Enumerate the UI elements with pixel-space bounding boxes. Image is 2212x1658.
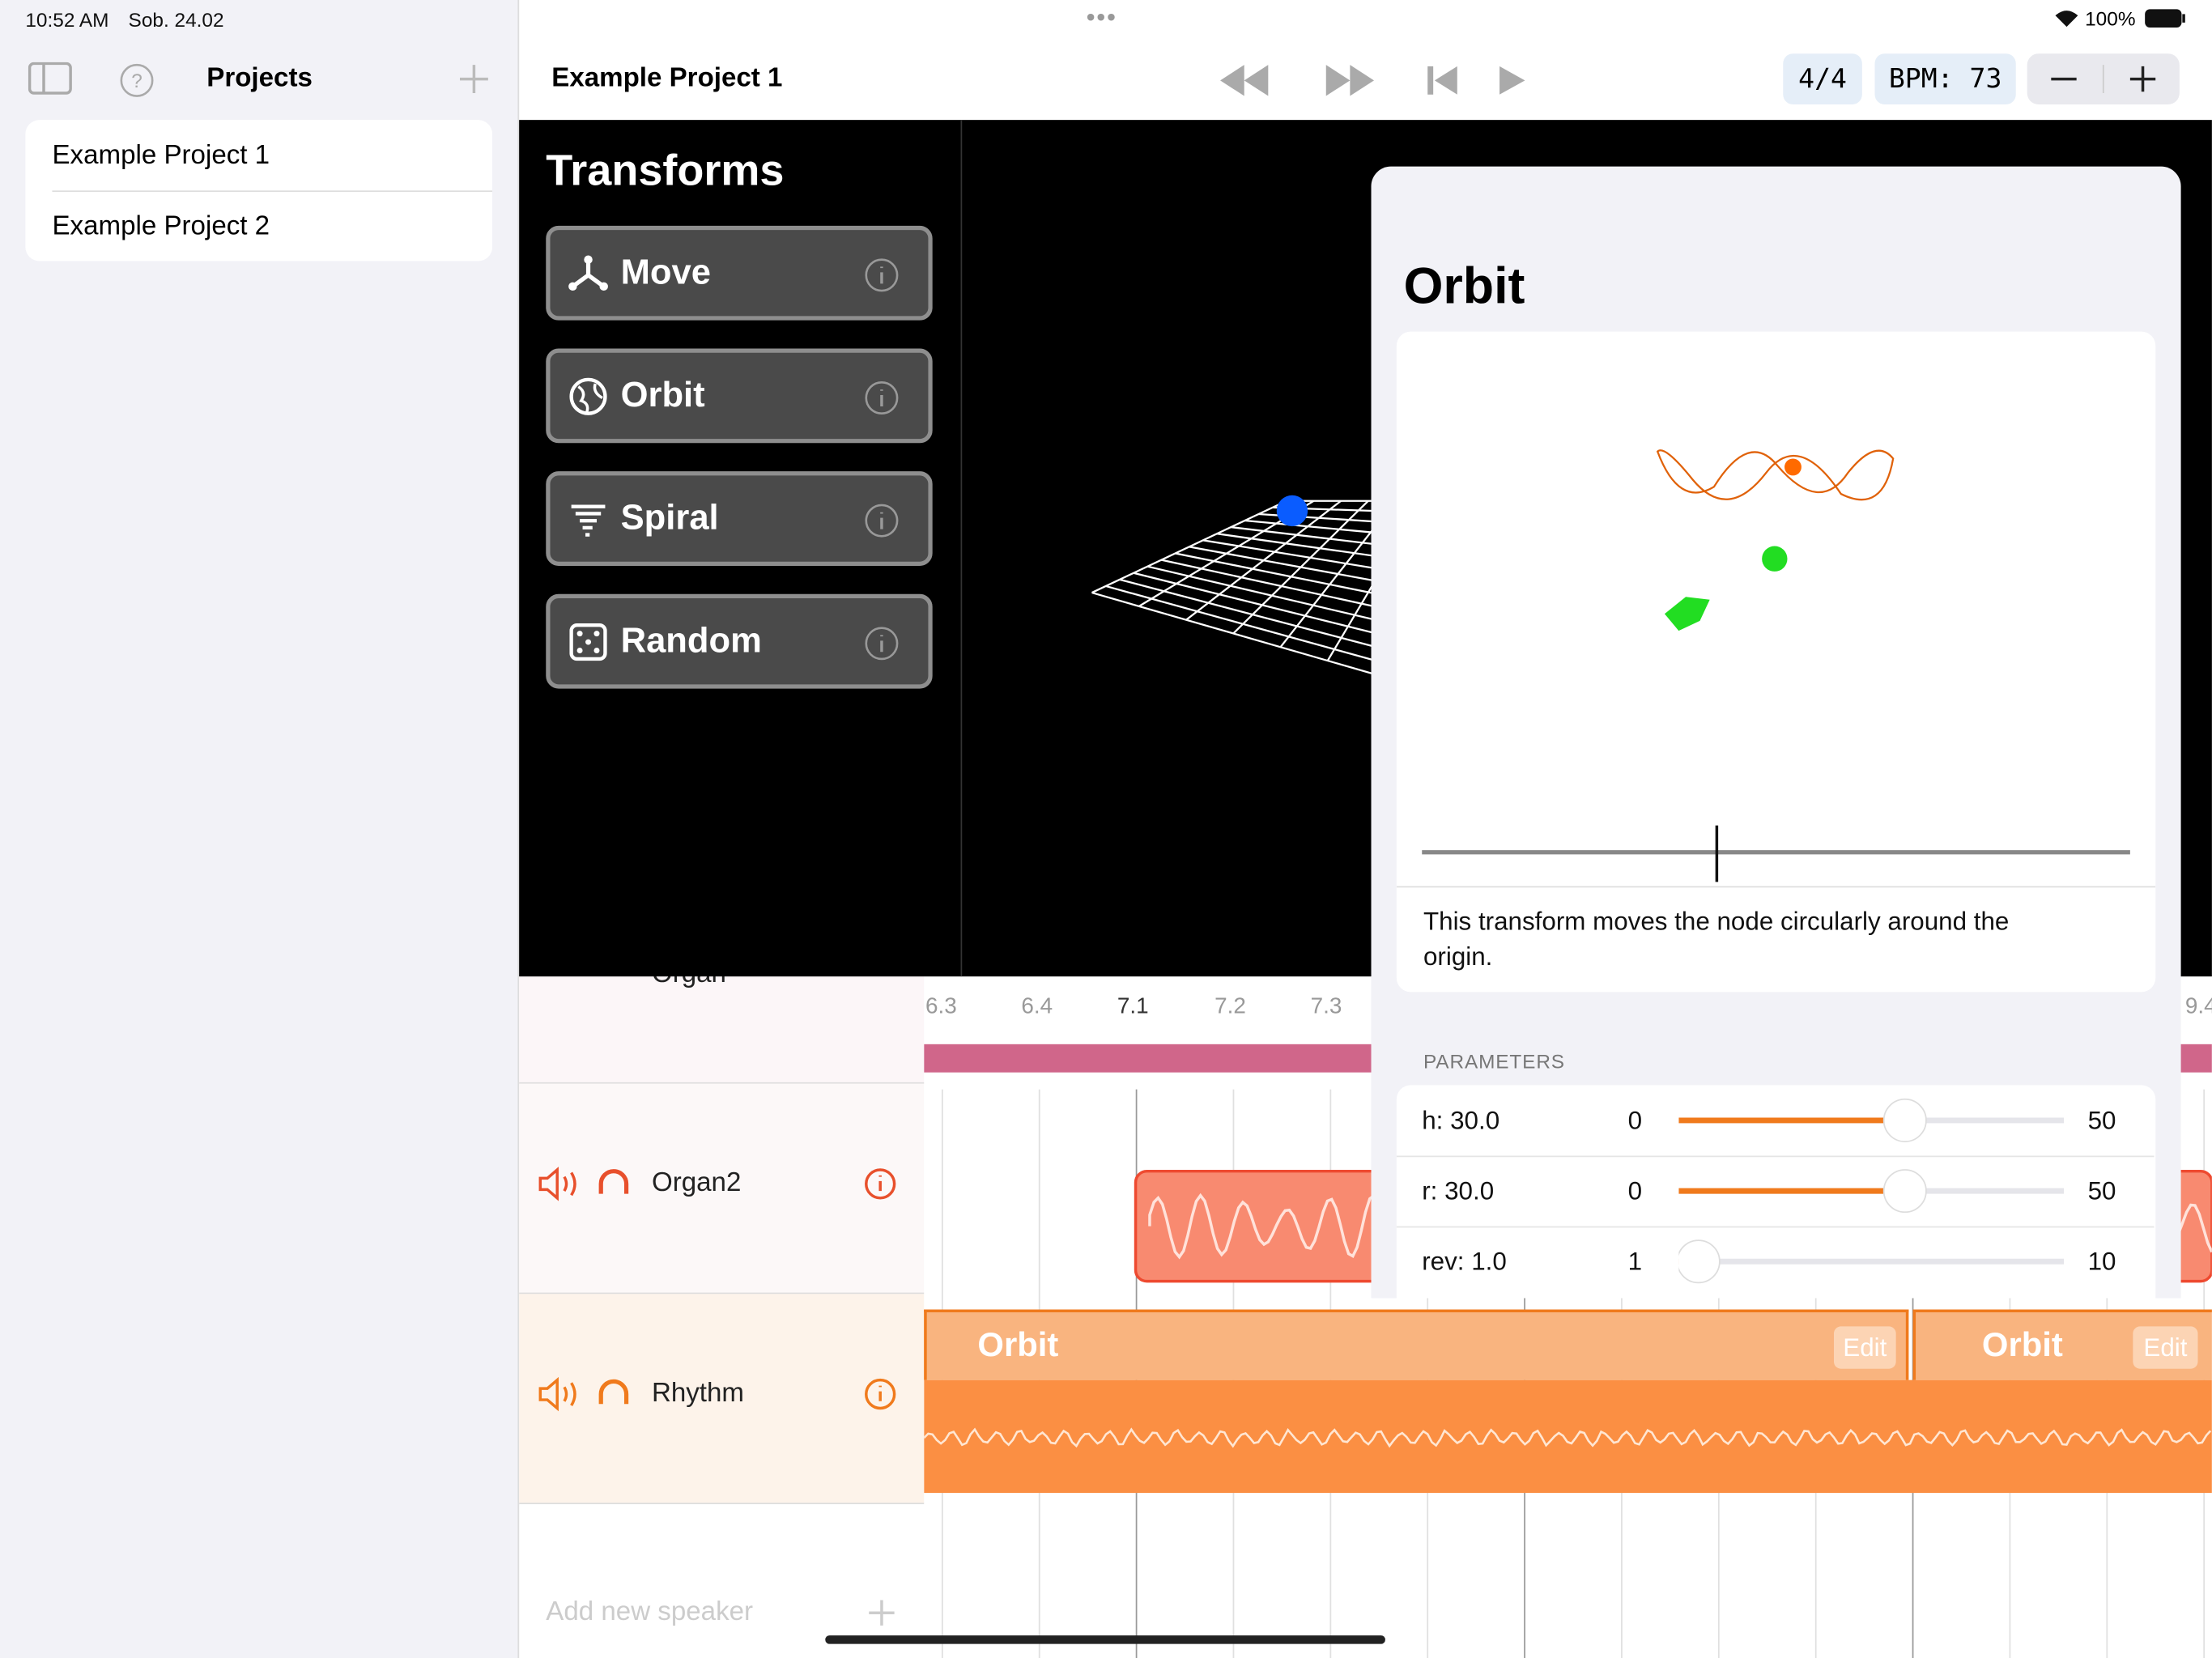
track-name: Rhythm xyxy=(651,1378,745,1409)
project-title: Example Project 1 xyxy=(551,63,783,94)
slider-max: 10 xyxy=(2087,1247,2116,1276)
slider-min: 0 xyxy=(1627,1106,1643,1135)
track-row: Add new speaker xyxy=(519,1504,924,1658)
preview-card: This transform moves the node circularly… xyxy=(1396,331,2156,993)
grid-line xyxy=(1829,556,2020,818)
grid-line xyxy=(1858,559,2037,818)
transform-label: Move xyxy=(620,252,711,292)
timeline-tick: 7.2 xyxy=(1214,994,1246,1019)
transform-label: Random xyxy=(620,620,762,661)
battery-label: 100% xyxy=(2085,6,2136,30)
slider[interactable] xyxy=(1678,1156,2066,1226)
home-indicator xyxy=(825,1635,1385,1644)
edit-button[interactable]: Edit xyxy=(1833,1326,1896,1369)
popover-description: This transform moves the node circularly… xyxy=(1423,907,2010,971)
transform-label: Orbit xyxy=(620,375,705,415)
orbit-path xyxy=(1656,449,1895,501)
parameter-label: h: 30.0 xyxy=(1422,1106,1500,1135)
svg-text:?: ? xyxy=(131,70,143,92)
track-row: Organ xyxy=(519,959,925,1084)
clip-label: Orbit xyxy=(1981,1326,2063,1365)
slider-max: 50 xyxy=(2087,1176,2116,1205)
clip-label: Orbit xyxy=(977,1326,1059,1365)
sidebar xyxy=(0,0,520,1658)
divider xyxy=(52,190,493,193)
slider[interactable] xyxy=(1678,1226,2066,1297)
popover-title: Orbit xyxy=(1403,257,1525,315)
grid-line xyxy=(1488,572,1745,818)
clip-header[interactable]: Orbit Edit xyxy=(924,1309,1909,1380)
add-speaker[interactable]: Add new speaker xyxy=(546,1597,754,1627)
sidebar-title: Projects xyxy=(206,63,313,94)
node xyxy=(1276,495,1308,527)
transforms-title: Transforms xyxy=(546,145,785,195)
timeline-tick: 7.1 xyxy=(1117,994,1149,1019)
parameters-card: h: 30.0 0 50 r: 30.0 0 50 rev: 1.0 1 10 xyxy=(1396,1085,2156,1299)
parameter-row: r: 30.0 0 50 xyxy=(1396,1156,2155,1228)
project-item[interactable]: Example Project 1 xyxy=(52,141,270,171)
track-name: Organ2 xyxy=(651,1168,742,1198)
parameter-row: h: 30.0 0 50 xyxy=(1396,1085,2155,1158)
status-date: Sob. 24.02 xyxy=(128,8,224,32)
transform-button[interactable]: Spiral xyxy=(546,471,933,566)
parameter-label: rev: 1.0 xyxy=(1422,1247,1507,1276)
grid-line xyxy=(1473,577,1715,818)
grid-line xyxy=(1749,496,2053,566)
grid-line xyxy=(1887,563,2054,818)
timeline-tick: 7.3 xyxy=(1310,994,1342,1019)
transform-button[interactable]: Move xyxy=(546,225,933,321)
sidebar-toggle[interactable] xyxy=(28,62,74,96)
node xyxy=(1762,546,1788,572)
grid-line xyxy=(1504,568,1776,818)
node xyxy=(1784,458,1802,476)
project-item[interactable]: Example Project 2 xyxy=(52,211,270,242)
track-row: Rhythm xyxy=(519,1294,925,1505)
time-signature[interactable]: 4/4 xyxy=(1783,53,1862,104)
slider-thumb xyxy=(1882,1169,1927,1214)
timeline-tick: 6.3 xyxy=(925,994,957,1019)
slider-thumb xyxy=(1678,1239,1721,1284)
divider xyxy=(960,120,963,977)
track-row: Organ2 xyxy=(519,1083,925,1295)
slider[interactable] xyxy=(1678,1085,2066,1155)
speaker-node xyxy=(1664,597,1710,631)
slider-min: 1 xyxy=(1627,1247,1643,1276)
popover: Orbit This transform moves the node circ… xyxy=(1371,166,2181,1299)
bpm-stepper[interactable] xyxy=(2027,53,2180,104)
preview-scene xyxy=(1473,449,2054,818)
add-project[interactable] xyxy=(457,62,491,96)
edit-button[interactable]: Edit xyxy=(2133,1326,2198,1369)
bpm[interactable]: BPM: 73 xyxy=(1874,53,2016,104)
transform-button[interactable]: Random xyxy=(546,593,933,689)
parameter-row: rev: 1.0 1 10 xyxy=(1397,1226,2155,1297)
preview-scrubber[interactable] xyxy=(1396,817,2156,888)
timeline-tick: 6.4 xyxy=(1021,994,1053,1019)
parameters-header: PARAMETERS xyxy=(1423,1049,1565,1073)
grid-line xyxy=(1684,538,1936,791)
transform-button[interactable]: Orbit xyxy=(546,348,933,444)
status-time: 10:52 AM xyxy=(25,8,109,32)
clip-header[interactable]: Orbit Edit xyxy=(1912,1309,2212,1380)
grid-line xyxy=(1519,563,1808,818)
parameter-label: r: 30.0 xyxy=(1422,1176,1495,1205)
rhythm-clip xyxy=(924,1380,2212,1494)
waveform xyxy=(924,1427,2212,1448)
help-button[interactable]: ? xyxy=(118,62,155,99)
timeline-tick: 9.4 xyxy=(2184,994,2212,1019)
slider-min: 0 xyxy=(1627,1176,1643,1205)
multitask-dots[interactable]: ••• xyxy=(1086,2,1117,32)
status-icons: 100% xyxy=(2054,6,2195,34)
slider-max: 50 xyxy=(2087,1106,2116,1135)
transport-controls[interactable] xyxy=(1213,57,1538,104)
slider-thumb xyxy=(1882,1098,1927,1142)
transform-label: Spiral xyxy=(620,498,719,538)
project-list: Example Project 1 Example Project 2 xyxy=(25,120,493,261)
